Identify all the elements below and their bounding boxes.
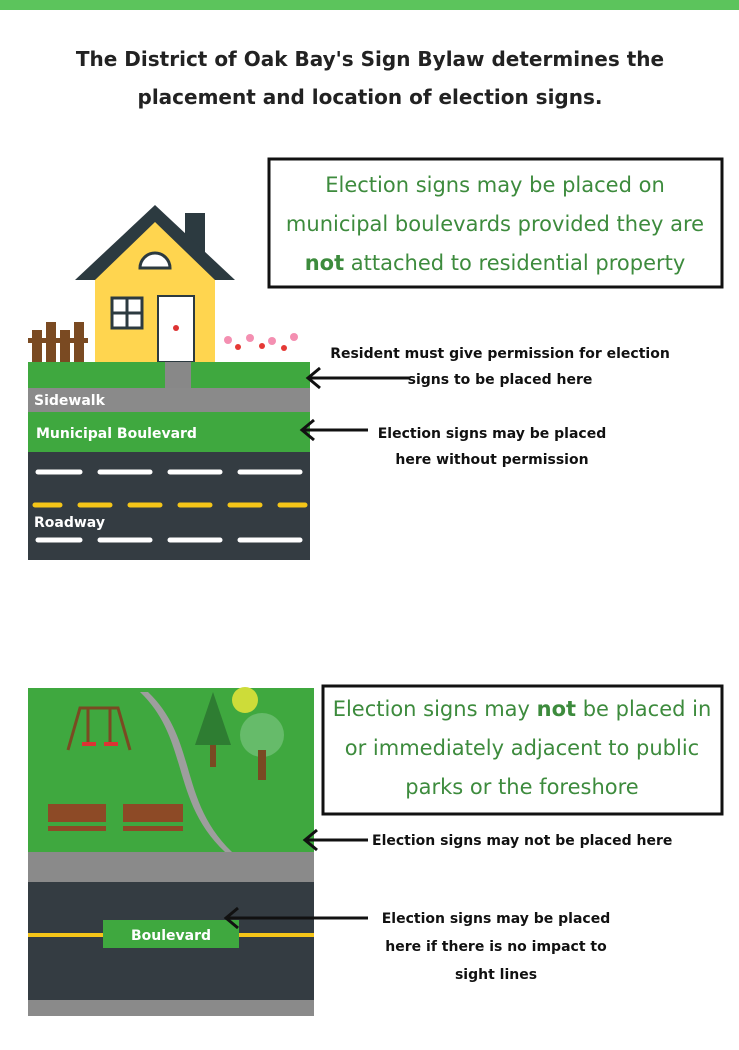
text: or immediately adjacent to public [345, 736, 699, 760]
box-line: municipal boulevards provided they are [286, 212, 704, 236]
box-line: not attached to residential property [305, 251, 686, 275]
park-illustration [28, 687, 314, 1016]
callout-text: signs to be placed here [408, 372, 593, 388]
box-line: parks or the foreshore [405, 775, 638, 799]
callout-text: sight lines [455, 967, 537, 983]
callout-text: Election signs may be placed [382, 911, 611, 927]
text: municipal boulevards provided they are [286, 212, 704, 236]
title-line: placement and location of election signs… [138, 85, 603, 109]
box-line: or immediately adjacent to public [345, 736, 699, 760]
title-line: The District of Oak Bay's Sign Bylaw det… [76, 47, 664, 71]
label: Roadway [34, 515, 105, 531]
box-line: Election signs may not be placed in [333, 697, 712, 721]
label: Municipal Boulevard [36, 426, 197, 442]
callout-text: here without permission [395, 452, 588, 468]
text: not [537, 697, 576, 721]
infographic: The District of Oak Bay's Sign Bylaw det… [0, 0, 739, 1046]
text: parks or the foreshore [405, 775, 638, 799]
box-line: Election signs may be placed on [325, 173, 665, 197]
label: Sidewalk [34, 393, 106, 409]
text: not [305, 251, 344, 275]
text: Election signs may be placed on [325, 173, 665, 197]
callout-text: Election signs may be placed [378, 426, 607, 442]
text: be placed in [576, 697, 711, 721]
callout-text: Resident must give permission for electi… [330, 346, 670, 362]
callout-text: here if there is no impact to [385, 939, 607, 955]
label: Boulevard [131, 928, 211, 944]
text: Election signs may [333, 697, 537, 721]
callout-text: Election signs may not be placed here [372, 833, 672, 849]
top-bar [0, 0, 739, 10]
text: attached to residential property [344, 251, 685, 275]
